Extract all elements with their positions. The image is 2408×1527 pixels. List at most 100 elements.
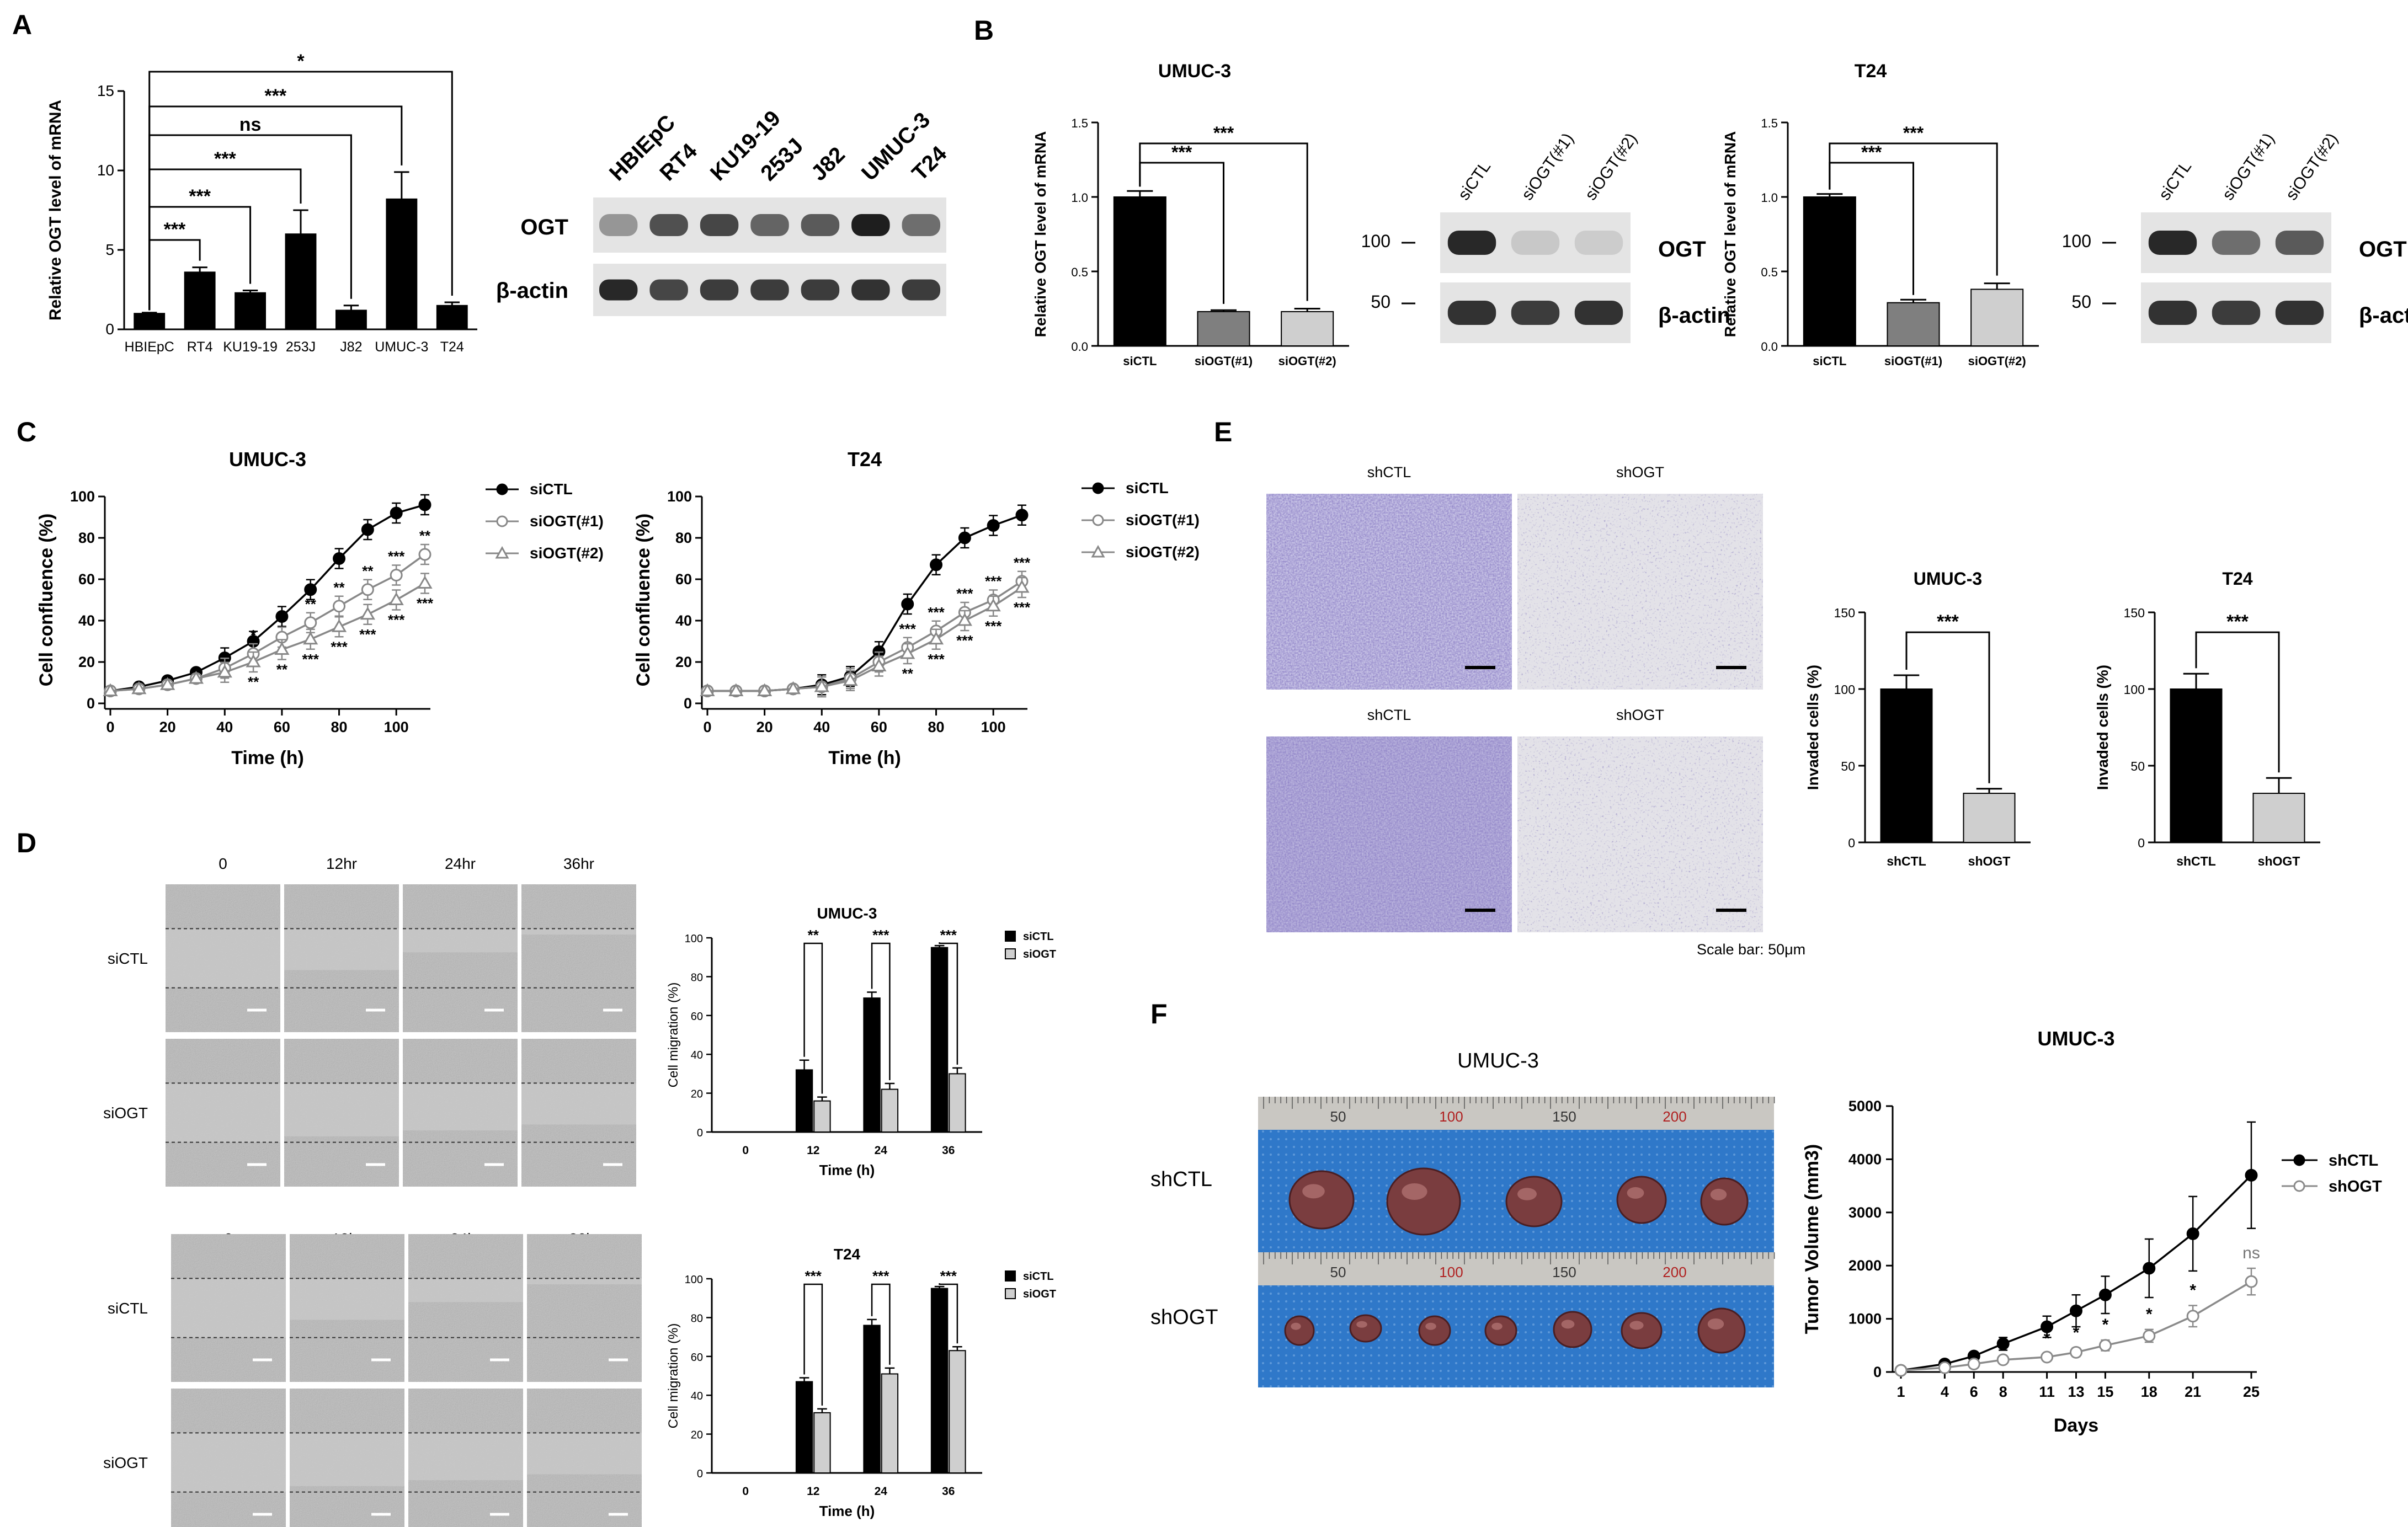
y-tick-label: 0 — [697, 1127, 703, 1139]
legend-label: siCTL — [530, 480, 573, 498]
y-tick-label: 3000 — [1848, 1204, 1882, 1221]
y-tick-label: 2000 — [1848, 1257, 1882, 1274]
row-label: siOGT — [103, 1454, 148, 1471]
x-tick-label: UMUC-3 — [375, 339, 428, 355]
significance-label: ** — [902, 665, 914, 682]
bar — [863, 997, 881, 1133]
significance-label: *** — [417, 595, 434, 612]
significance-label: ** — [305, 596, 317, 612]
data-point — [274, 642, 290, 655]
x-tick-label: 100 — [384, 719, 409, 735]
actin-band — [649, 279, 688, 301]
legend-label: siOGT(#2) — [530, 544, 604, 562]
invasion-image-texture — [1266, 736, 1512, 932]
wound-gap — [527, 1433, 642, 1475]
actin-band — [2212, 301, 2261, 325]
x-tick-label: 0 — [703, 719, 711, 735]
data-point — [275, 610, 289, 623]
legend-marker — [495, 546, 509, 559]
data-point — [985, 598, 1001, 612]
ruler-label: 100 — [1439, 1108, 1463, 1125]
y-tick-label: 20 — [675, 654, 692, 670]
significance-label: * — [2146, 1305, 2153, 1323]
blot-row-label: OGT — [1658, 237, 1706, 261]
legend-label: siOGT(#1) — [530, 512, 604, 530]
data-point — [1996, 1353, 2010, 1366]
x-tick-label: HBIEpC — [125, 339, 174, 355]
data-point — [1015, 509, 1029, 522]
ogt-band — [700, 214, 739, 236]
bar — [335, 309, 367, 330]
invasion-image-texture — [1517, 494, 1763, 690]
wound-gap — [166, 1083, 280, 1142]
significance-label: *** — [388, 612, 405, 628]
panelD-t24-bar-chart: T24 0 20 40 60 80 100 Cell migration (%) Time (h… — [666, 1246, 1056, 1519]
significance-bracket — [1829, 142, 1998, 276]
panelF-tumor-photo: 50 100 150 200 50 100 150 200 shCTL shOGT — [1150, 1097, 1775, 1387]
y-tick-label: 0.0 — [1071, 340, 1088, 354]
data-point — [700, 683, 715, 696]
y-tick-label: 15 — [97, 82, 114, 99]
data-point — [333, 600, 346, 613]
tumor — [1700, 1177, 1749, 1226]
data-point — [901, 597, 914, 611]
y-tick-label: 80 — [675, 530, 692, 546]
wound-gap — [171, 1433, 286, 1492]
significance-label: *** — [985, 573, 1002, 590]
data-point — [871, 658, 887, 671]
data-point — [390, 569, 403, 581]
legend-label: shCTL — [2329, 1152, 2378, 1170]
time-label: 12hr — [326, 855, 357, 872]
wound-gap — [290, 1433, 404, 1486]
y-tick-label: 80 — [691, 1312, 703, 1325]
bar — [949, 1073, 966, 1133]
x-tick-label: 0 — [742, 1485, 749, 1498]
significance-bracket — [1905, 631, 1990, 783]
data-point — [728, 683, 744, 696]
y-tick-label: 80 — [691, 971, 703, 984]
x-tick-label: 60 — [274, 719, 290, 735]
row-label: siCTL — [108, 950, 148, 967]
bar — [436, 305, 468, 330]
y-tick-label: 1.0 — [1761, 191, 1778, 205]
legend-marker — [1091, 544, 1105, 558]
x-tick-label: 60 — [871, 719, 887, 735]
bar — [795, 1069, 813, 1133]
marker-label: 50 — [1371, 292, 1391, 312]
ruler-label: 200 — [1663, 1264, 1686, 1280]
significance-label: *** — [899, 621, 917, 637]
panelE-t24-bar-chart: T24 0 50 100 150 Invaded cells (%) shCTL shOGT *… — [2094, 569, 2320, 868]
data-point — [987, 519, 1000, 532]
panelA-bar-chart: 0 5 10 15 Relative OGT level of mRNA HBIEpC RT… — [46, 51, 477, 355]
significance-bracket — [871, 942, 891, 1080]
significance-label: *** — [331, 638, 348, 655]
panelE-umuc-bar-chart: UMUC-3 0 50 100 150 Invaded cells (%) shCTL shO… — [1804, 569, 2031, 868]
image-label: shOGT — [1616, 464, 1664, 480]
significance-label: *** — [805, 1268, 822, 1284]
x-tick-label: 0 — [106, 719, 114, 735]
legend-label: siOGT — [1023, 1288, 1056, 1300]
y-tick-label: 100 — [70, 488, 95, 505]
x-tick-label: 18 — [2141, 1384, 2157, 1400]
data-point — [757, 683, 773, 696]
data-point — [1938, 1361, 1951, 1374]
data-point — [928, 631, 944, 645]
y-axis-label: Cell migration (%) — [666, 983, 681, 1088]
significance-bracket — [939, 1283, 958, 1344]
x-tick-label: 4 — [1941, 1384, 1949, 1400]
chart-title: UMUC-3 — [229, 448, 306, 471]
blot-row-label: OGT — [2359, 237, 2407, 261]
significance-bracket — [803, 942, 823, 1094]
blot-lane-label: siCTL — [2155, 158, 2195, 204]
data-point — [188, 671, 204, 684]
bar — [1970, 289, 2024, 347]
data-point — [246, 654, 261, 668]
x-tick-label: 253J — [286, 339, 316, 355]
x-tick-label: 80 — [331, 719, 348, 735]
bar — [1880, 688, 1933, 843]
panelC-t24-line-chart: T24 0 20 40 60 80 100 0 20 40 60 80 100 Time (h) Cell … — [633, 448, 1200, 768]
blot-lane-label: siOGT(#2) — [2282, 130, 2341, 204]
significance-label: *** — [956, 632, 973, 649]
series-line-siOGT(#2) — [707, 586, 1022, 692]
